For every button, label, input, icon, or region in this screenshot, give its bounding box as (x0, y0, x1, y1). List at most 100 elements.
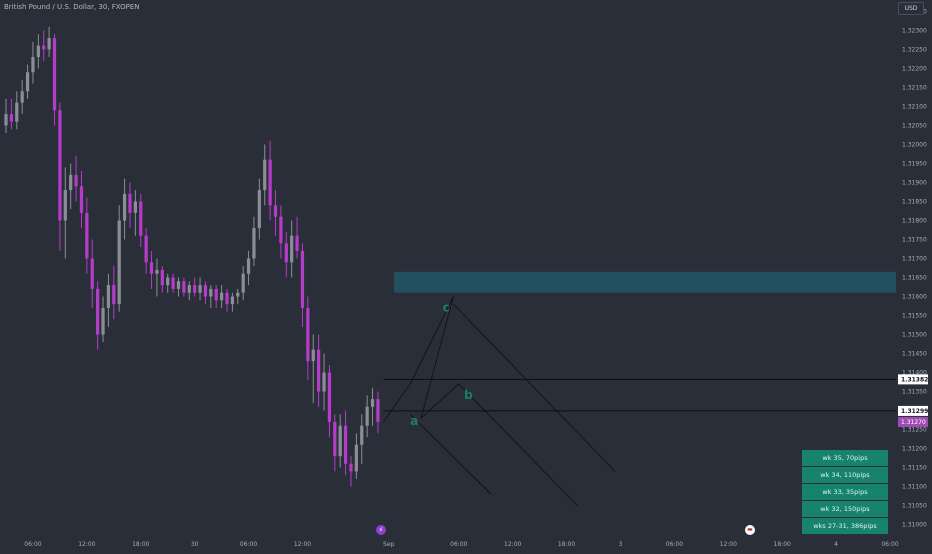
candle (96, 281, 100, 350)
last-price-label: 1.31270 (898, 416, 928, 427)
candle-body (122, 193, 127, 221)
candle-body (370, 399, 375, 407)
candle (31, 41, 35, 84)
candle-body (246, 258, 251, 274)
x-tick-label: 12:00 (78, 541, 95, 548)
weekly-pips-row: wk 34, 110pips (802, 467, 888, 483)
x-tick-label: 06:00 (450, 541, 467, 548)
y-tick-label: 1.31900 (902, 179, 927, 186)
x-tick-label: 12:00 (504, 541, 521, 548)
candle-body (9, 114, 14, 122)
candle-body (214, 288, 218, 301)
candle-body (171, 277, 175, 289)
candle-body (74, 174, 78, 187)
candle-body (160, 269, 164, 286)
candle (333, 414, 337, 472)
candle-body (295, 235, 299, 251)
wave-label: c (443, 301, 450, 315)
candle-body (90, 258, 94, 289)
candle-body (343, 425, 348, 464)
candle-body (36, 45, 40, 58)
candle-body (193, 285, 197, 293)
x-tick-label: 18:00 (774, 541, 791, 548)
candle (9, 98, 14, 130)
weekly-pips-row: wks 27-31, 386pips (802, 518, 888, 534)
candle (85, 197, 89, 274)
candle (349, 456, 353, 487)
candle (219, 285, 224, 308)
candle (317, 334, 321, 407)
candle (214, 285, 218, 308)
candle-body (263, 159, 267, 191)
candle (279, 205, 283, 259)
wave-label: a (410, 414, 418, 428)
candle (198, 277, 202, 301)
candle (252, 216, 256, 267)
candle (166, 273, 170, 293)
candle-body (219, 292, 224, 301)
candle-body (300, 250, 305, 308)
candle-body (203, 285, 208, 297)
candle (42, 30, 46, 61)
candle-body (209, 288, 213, 297)
candle (4, 98, 8, 134)
candle-body (112, 285, 116, 305)
candle (79, 171, 84, 229)
candle (225, 288, 229, 312)
candle (74, 155, 78, 202)
y-tick-label: 1.31050 (902, 503, 927, 510)
candle-body (85, 212, 89, 259)
candle-body (139, 201, 143, 236)
x-tick-label: 12:00 (294, 541, 311, 548)
candle-body (63, 190, 67, 221)
candle (63, 167, 67, 259)
candle (176, 277, 181, 297)
y-tick-label: 1.32150 (902, 84, 927, 91)
y-tick-label: 1.31350 (902, 389, 927, 396)
candle (311, 334, 315, 403)
candle (128, 182, 132, 229)
candle (144, 228, 148, 274)
weekly-pips-row: wk 32, 150pips (802, 501, 888, 517)
candle-body (176, 281, 181, 289)
price-level-box (898, 374, 928, 385)
candle (20, 79, 24, 115)
candle-body (52, 38, 57, 111)
y-tick-label: 1.31600 (902, 294, 927, 301)
candle (327, 364, 332, 438)
candle-body (279, 216, 283, 244)
lightning-event-icon[interactable]: ⚡ (376, 525, 386, 535)
y-tick-label: 1.31500 (902, 332, 927, 339)
candle (117, 205, 121, 312)
candle-body (15, 102, 19, 122)
currency-selector[interactable]: USD (898, 2, 924, 15)
price-level-text: 1.31382 (901, 376, 928, 383)
candle (52, 34, 57, 126)
candle-body (317, 349, 321, 392)
candle-body (241, 273, 245, 293)
y-tick-label: 1.31450 (902, 351, 927, 358)
candle-body (306, 307, 310, 362)
supply-zone (394, 271, 896, 293)
candle (90, 239, 94, 308)
candle (112, 266, 116, 320)
candle-body (182, 281, 186, 293)
candle (160, 266, 164, 293)
candle (230, 292, 235, 312)
candle (263, 144, 267, 206)
candle-body (225, 292, 229, 305)
candle (236, 288, 240, 305)
candle-body (106, 285, 111, 308)
candle-body (20, 91, 24, 103)
candle-body (338, 425, 342, 457)
candle-body (4, 114, 8, 126)
candle-body (333, 421, 337, 457)
flag-event-icon[interactable]: ▬ (745, 525, 755, 535)
x-tick-label: Sep (383, 541, 395, 548)
candle-body (25, 72, 30, 92)
candle-body (268, 159, 272, 206)
candle (203, 281, 208, 305)
last-price-text: 1.31270 (901, 419, 926, 426)
